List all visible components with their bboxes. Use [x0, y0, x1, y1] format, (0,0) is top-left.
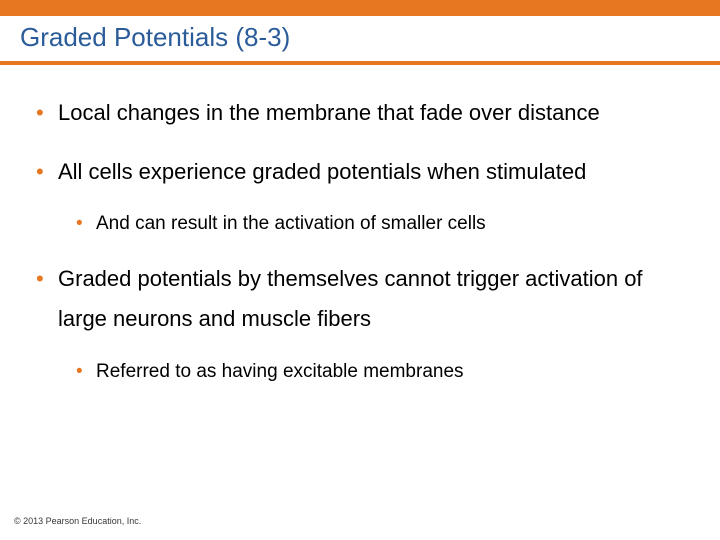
- sub-bullet-item: And can result in the activation of smal…: [72, 208, 690, 240]
- bullet-item: All cells experience graded potentials w…: [30, 152, 690, 241]
- copyright-footer: © 2013 Pearson Education, Inc.: [14, 516, 141, 526]
- bullet-list: Local changes in the membrane that fade …: [30, 93, 690, 388]
- bullet-text: Graded potentials by themselves cannot t…: [58, 266, 643, 332]
- bullet-item: Graded potentials by themselves cannot t…: [30, 259, 690, 389]
- bullet-text: Local changes in the membrane that fade …: [58, 100, 600, 125]
- content-area: Local changes in the membrane that fade …: [0, 65, 720, 388]
- accent-top-bar: [0, 0, 720, 16]
- bullet-text: All cells experience graded potentials w…: [58, 159, 586, 184]
- sub-bullet-list: Referred to as having excitable membrane…: [72, 356, 690, 388]
- sub-bullet-text: And can result in the activation of smal…: [96, 213, 486, 234]
- slide-title: Graded Potentials (8-3): [0, 16, 720, 65]
- bullet-item: Local changes in the membrane that fade …: [30, 93, 690, 134]
- sub-bullet-text: Referred to as having excitable membrane…: [96, 361, 464, 382]
- sub-bullet-item: Referred to as having excitable membrane…: [72, 356, 690, 388]
- sub-bullet-list: And can result in the activation of smal…: [72, 208, 690, 240]
